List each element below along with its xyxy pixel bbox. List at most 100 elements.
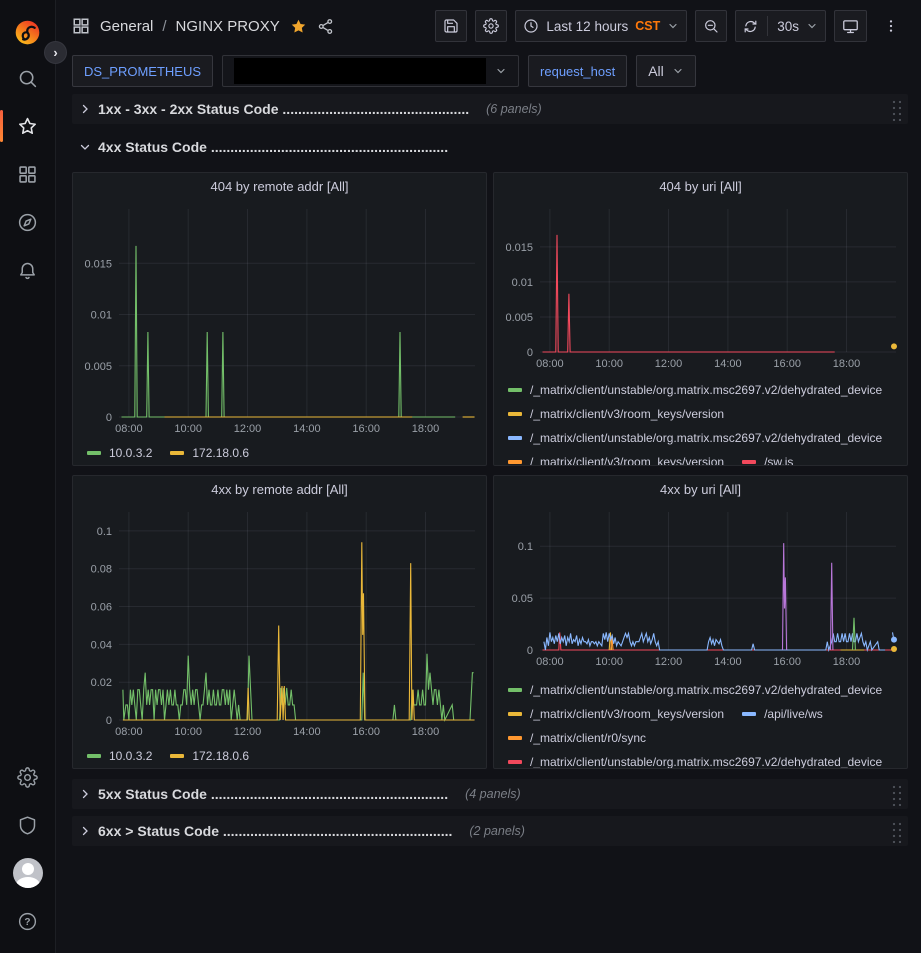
apps-grid-icon [73,18,89,34]
row-header-6xx[interactable]: 6xx > Status Code ......................… [72,816,908,846]
svg-text:12:00: 12:00 [234,726,262,738]
svg-text:14:00: 14:00 [293,726,321,738]
svg-text:0: 0 [527,347,533,359]
chart-svg[interactable]: 0 0.005 0.01 0.015 08:00 10:00 12:00 14:00 16:00… [73,201,485,437]
chevron-down-icon [808,23,816,29]
dashboard-canvas: 1xx - 3xx - 2xx Status Code ............… [56,90,921,953]
dashboard-settings-button[interactable] [475,10,508,42]
refresh-interval-label: 30s [777,18,799,34]
more-options-button[interactable] [875,10,907,42]
sidebar-item-alerting[interactable] [0,246,56,294]
datasource-label: DS_PROMETHEUS [84,63,202,79]
legend-item[interactable]: 172.18.0.6 [170,443,249,463]
panel-title[interactable]: 4xx by remote addr [All] [211,482,348,497]
row-header-4xx[interactable]: 4xx Status Code ........................… [72,132,908,162]
legend-label: /_matrix/client/r0/sync [530,731,647,745]
row-panel-count: (4 panels) [465,787,521,801]
row-drag-handle[interactable] [890,97,901,121]
chevron-right-icon [82,789,88,799]
refresh-picker[interactable]: 30s [735,10,826,42]
dashboards-grid-icon [19,165,36,183]
request-host-value: All [648,63,664,79]
sidebar-item-search[interactable] [0,54,56,102]
legend-item[interactable]: /_matrix/client/unstable/org.matrix.msc2… [508,752,882,768]
request-host-select[interactable]: All [636,55,696,87]
panel-title[interactable]: 404 by remote addr [All] [210,179,349,194]
compass-icon [18,213,37,231]
svg-text:12:00: 12:00 [655,656,683,668]
panel-title[interactable]: 404 by uri [All] [659,179,742,194]
grafana-logo-icon [15,20,40,44]
legend-swatch [508,688,522,692]
legend-item[interactable]: /_matrix/client/v3/room_keys/version [508,704,724,724]
row-header-5xx[interactable]: 5xx Status Code ........................… [72,779,908,809]
sidebar-item-explore[interactable] [0,198,56,246]
legend-item[interactable]: /sw.js [742,452,793,465]
breadcrumb-section[interactable]: General [100,17,154,35]
sidebar-item-server-admin[interactable] [0,801,56,849]
chart-svg[interactable]: 0 0.02 0.04 0.06 0.08 0.1 08:00 10:00 12:00 14:00… [73,504,485,740]
svg-text:0: 0 [106,715,112,727]
legend-item[interactable]: /_matrix/client/unstable/org.matrix.msc2… [508,680,882,700]
save-button[interactable] [435,10,468,42]
svg-text:14:00: 14:00 [714,656,742,668]
refresh-icon [744,20,757,32]
legend-item[interactable]: 10.0.3.2 [87,443,152,463]
time-range-picker[interactable]: Last 12 hours CST [515,10,688,42]
legend-item[interactable]: /_matrix/client/unstable/org.matrix.msc2… [508,428,882,448]
legend-item[interactable]: 10.0.3.2 [87,746,152,766]
chart-svg[interactable]: 0 0.005 0.01 0.015 08:00 10:00 12:00 14:00 16:00… [494,201,906,372]
legend-item[interactable]: /_matrix/client/v3/room_keys/version [508,452,724,465]
chart-legend: /_matrix/client/unstable/org.matrix.msc2… [494,670,907,768]
sidebar-item-dashboards[interactable] [0,150,56,198]
panel-title[interactable]: 4xx by uri [All] [660,482,741,497]
svg-text:0.02: 0.02 [91,677,112,689]
sidebar-item-starred[interactable] [0,102,56,150]
svg-text:16:00: 16:00 [773,656,801,668]
share-icon[interactable] [317,18,334,35]
chevron-down-icon [669,23,677,29]
legend-item[interactable]: /_matrix/client/v3/room_keys/version [508,404,724,424]
legend-label: /api/live/ws [764,707,823,721]
sidebar-item-configuration[interactable] [0,753,56,801]
monitor-icon [843,19,858,33]
svg-text:14:00: 14:00 [293,423,321,435]
legend-item[interactable]: 172.18.0.6 [170,746,249,766]
legend-label: 10.0.3.2 [109,749,153,763]
datasource-select[interactable] [222,55,520,87]
sidebar-item-profile[interactable] [0,849,56,897]
legend-item[interactable]: /_matrix/client/r0/sync [508,728,646,748]
row-header-1xx-3xx-2xx[interactable]: 1xx - 3xx - 2xx Status Code ............… [72,94,908,124]
datasource-variable-label[interactable]: DS_PROMETHEUS [72,55,214,87]
page-title[interactable]: NGINX PROXY [175,17,280,35]
chart-svg[interactable]: 0 0.05 0.1 08:00 10:00 12:00 14:00 16:00 18:00 [494,504,906,670]
svg-text:18:00: 18:00 [833,656,861,668]
cycle-view-mode-button[interactable] [834,10,867,42]
chart-legend: /_matrix/client/unstable/org.matrix.msc2… [494,372,907,465]
svg-text:0.06: 0.06 [91,602,112,614]
row-panel-count: (6 panels) [486,102,542,116]
sidebar-item-help[interactable]: ? [0,897,56,945]
grafana-logo[interactable] [0,10,56,54]
row-drag-handle[interactable] [890,782,901,806]
request-host-variable-label[interactable]: request_host [528,55,628,87]
legend-item[interactable]: /api/live/ws [742,704,823,724]
star-filled-icon[interactable] [290,18,307,35]
legend-label: /_matrix/client/v3/room_keys/version [530,707,725,721]
legend-item[interactable]: /_matrix/client/unstable/org.matrix.msc2… [508,380,882,400]
legend-swatch [742,460,757,464]
row-drag-handle[interactable] [890,819,901,843]
svg-text:0.005: 0.005 [505,312,533,324]
zoom-out-button[interactable] [695,10,728,42]
svg-text:10:00: 10:00 [595,656,623,668]
breadcrumb-separator: / [162,17,167,35]
svg-text:0: 0 [527,645,533,657]
svg-text:16:00: 16:00 [773,358,801,370]
row-title: 5xx Status Code ........................… [98,786,449,802]
zoom-out-icon [705,20,718,33]
variables-bar: DS_PROMETHEUS request_host All [56,52,921,90]
row-title: 4xx Status Code ........................… [98,139,449,155]
toolbar: Last 12 hours CST 30s [435,10,907,42]
panel-404-by-uri: 404 by uri [All] 0 0.005 0.01 0.015 08:00 10:… [493,172,908,466]
sidebar-expand-button[interactable]: › [44,41,67,64]
